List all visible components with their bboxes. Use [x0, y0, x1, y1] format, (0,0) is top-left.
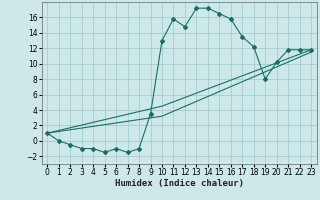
X-axis label: Humidex (Indice chaleur): Humidex (Indice chaleur) — [115, 179, 244, 188]
